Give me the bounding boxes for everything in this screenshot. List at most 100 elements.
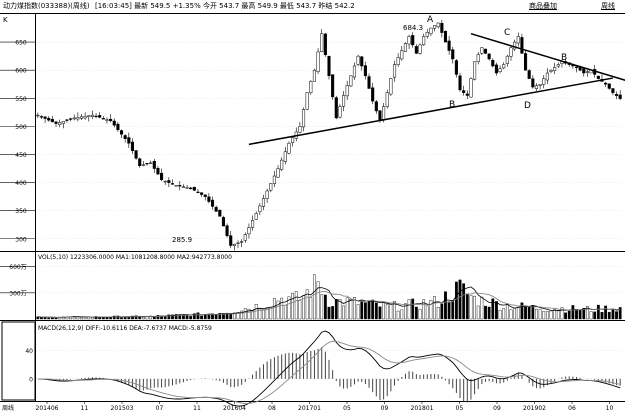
annotations: A B C D B 684.3 285.9: [172, 15, 567, 244]
candle: [596, 75, 600, 80]
volume-bar: [411, 298, 415, 320]
volume-bar: [385, 304, 389, 320]
candle: [98, 112, 102, 119]
candle: [342, 90, 346, 112]
candle: [447, 35, 451, 55]
candle: [458, 72, 462, 92]
annotation-c: C: [504, 28, 510, 38]
volume-bar: [294, 291, 298, 320]
x-axis-label: 周线: [2, 404, 14, 412]
volume-bar: [192, 313, 196, 320]
candle: [345, 80, 349, 100]
candle: [498, 65, 502, 74]
candle: [534, 83, 539, 91]
candles: [36, 19, 622, 251]
volume-bar: [491, 298, 495, 320]
volume-bar: [382, 302, 385, 320]
volume-bar: [189, 316, 193, 320]
period-button[interactable]: 周线: [601, 2, 615, 10]
candle: [138, 157, 142, 168]
candle: [502, 62, 506, 70]
volume-bar: [498, 309, 502, 320]
volume-bar: [203, 314, 207, 320]
candle: [141, 161, 145, 167]
candle: [542, 75, 546, 89]
candle: [400, 46, 404, 61]
volume-ma-lines: [37, 286, 621, 318]
volume-bar: [480, 296, 484, 320]
volume-bar: [112, 315, 116, 320]
volume-bar: [254, 304, 258, 320]
candle: [261, 194, 266, 211]
volume-bar: [243, 308, 247, 320]
volume-bar: [535, 308, 538, 320]
volume-bar: [313, 274, 316, 320]
annotation-low-value: 285.9: [172, 236, 192, 244]
x-tick-label: 07: [156, 405, 164, 412]
volume-bar: [422, 299, 426, 320]
volume-bar: [225, 312, 229, 320]
macd-selection-box[interactable]: [1, 321, 36, 401]
candle: [389, 77, 393, 96]
volume-bar: [72, 316, 76, 320]
volume-bar: [505, 303, 509, 320]
x-tick-label: 05: [456, 405, 464, 412]
volume-bar: [615, 311, 618, 320]
volume-bar: [516, 306, 520, 320]
candle: [90, 110, 94, 119]
candle: [301, 107, 306, 132]
candle: [36, 112, 40, 118]
volume-bar: [524, 306, 527, 320]
candle: [462, 85, 466, 96]
volume-bar: [309, 297, 313, 320]
candle: [207, 193, 211, 204]
x-tick-label: 09: [381, 405, 389, 412]
macd-tick-label: 0: [29, 376, 33, 383]
commodity-overlay-button[interactable]: 商品叠加: [529, 2, 557, 10]
candle: [189, 186, 193, 190]
candle: [83, 112, 87, 120]
candle: [116, 121, 120, 132]
candle: [119, 129, 124, 139]
candle: [291, 136, 295, 147]
volume-bar: [273, 298, 276, 320]
volume-bar: [218, 312, 222, 320]
candle: [425, 28, 429, 39]
candle: [225, 223, 229, 238]
candle: [58, 119, 62, 128]
volume-bar: [334, 298, 338, 320]
volume-bar: [141, 316, 145, 320]
candle: [487, 53, 491, 61]
candle: [160, 168, 164, 182]
volume-bar: [469, 295, 473, 320]
candle: [221, 215, 225, 227]
volume-bar: [367, 300, 371, 320]
candle: [531, 75, 535, 89]
candle: [203, 194, 207, 201]
x-tick-label: 201701: [298, 405, 321, 412]
annotation-b: B: [449, 100, 455, 110]
volume-indicator-label: VOL(5,10) 1223306.0000 MA1:1081208.8000 …: [38, 254, 232, 261]
volume-bar: [582, 308, 586, 320]
volume-ma-line: [37, 290, 621, 318]
volume-bar: [586, 306, 589, 320]
volume-bar: [353, 297, 356, 320]
volume-bar: [145, 316, 149, 320]
volume-bar: [363, 302, 367, 320]
volume-bar: [400, 309, 404, 320]
volume-bar: [91, 317, 94, 320]
candle: [170, 179, 175, 185]
volume-bar: [305, 289, 309, 320]
candle: [527, 69, 531, 79]
annotation-d: D: [524, 101, 531, 111]
volume-bar: [567, 310, 571, 320]
x-tick-label: 201902: [523, 405, 546, 412]
macd-histogram: [40, 347, 621, 403]
volume-bar: [520, 302, 524, 320]
volume-bar: [425, 305, 429, 320]
volume-bar: [338, 298, 342, 320]
volume-bar: [214, 314, 218, 320]
volume-bar: [618, 307, 622, 320]
volume-bar: [549, 310, 553, 320]
